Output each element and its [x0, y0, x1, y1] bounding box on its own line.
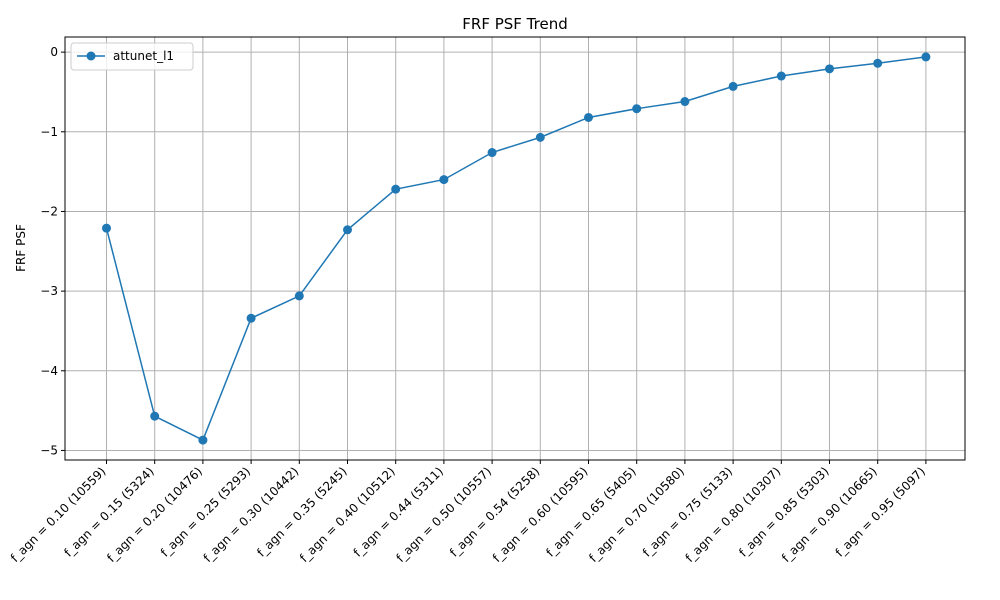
x-tick-label: f_agn = 0.35 (5245)	[254, 464, 349, 559]
y-tick-label: −5	[40, 443, 58, 457]
x-tick-label: f_agn = 0.50 (10557)	[393, 464, 494, 565]
data-point	[150, 411, 160, 421]
x-tick-label: f_agn = 0.54 (5258)	[447, 464, 542, 559]
x-tick-label: f_agn = 0.95 (5097)	[833, 464, 928, 559]
x-tick-label: f_agn = 0.85 (5303)	[736, 464, 831, 559]
y-tick-label: −3	[40, 284, 58, 298]
x-tick-label: f_agn = 0.75 (5133)	[640, 464, 735, 559]
x-tick-label: f_agn = 0.30 (10442)	[201, 464, 302, 565]
y-tick-label: −4	[40, 364, 58, 378]
plot-frame	[64, 36, 966, 461]
data-point	[198, 435, 208, 445]
x-tick-label: f_agn = 0.40 (10512)	[297, 464, 398, 565]
x-tick-label: f_agn = 0.60 (10595)	[490, 464, 591, 565]
x-tick-label: f_agn = 0.80 (10307)	[683, 464, 784, 565]
data-point	[584, 112, 593, 122]
data-point	[776, 71, 786, 81]
x-tick-label: f_agn = 0.70 (10580)	[586, 464, 687, 565]
chart-title: FRF PSF Trend	[462, 15, 567, 33]
legend-marker-swatch	[86, 51, 96, 61]
series-layer	[102, 52, 931, 445]
y-axis-label: FRF PSF	[14, 224, 28, 272]
data-point	[921, 52, 931, 62]
data-point	[728, 81, 738, 91]
x-tick-label: f_agn = 0.65 (5405)	[543, 464, 638, 559]
x-tick-label: f_agn = 0.25 (5293)	[158, 464, 253, 559]
x-tick-label: f_agn = 0.90 (10665)	[779, 464, 880, 565]
data-point	[873, 58, 883, 68]
data-point	[535, 132, 545, 142]
data-point	[391, 184, 401, 194]
data-point	[102, 223, 111, 233]
y-axis: 0 −1 −2 −3 −4 −5	[40, 45, 65, 457]
data-point	[294, 291, 304, 301]
y-tick-label: −2	[40, 204, 58, 218]
y-tick-label: 0	[50, 45, 58, 59]
y-tick-label: −1	[40, 125, 58, 139]
data-point	[487, 148, 497, 158]
x-tick-label: f_agn = 0.10 (10559)	[8, 464, 109, 565]
data-point	[632, 104, 642, 114]
x-tick-label: f_agn = 0.20 (10476)	[104, 464, 205, 565]
data-point	[825, 64, 834, 74]
legend-label: attunet_l1	[113, 49, 174, 63]
data-point	[439, 175, 449, 185]
legend: attunet_l1	[70, 42, 194, 71]
data-point	[343, 225, 352, 235]
x-tick-label: f_agn = 0.15 (5324)	[61, 464, 156, 559]
x-tick-label: f_agn = 0.44 (5311)	[351, 464, 446, 559]
data-point	[680, 97, 690, 107]
grid	[65, 37, 965, 460]
legend-box	[70, 42, 194, 71]
series-line	[105, 56, 926, 442]
data-point	[246, 313, 256, 323]
x-axis: f_agn = 0.10 (10559)f_agn = 0.15 (5324)f…	[8, 460, 928, 565]
